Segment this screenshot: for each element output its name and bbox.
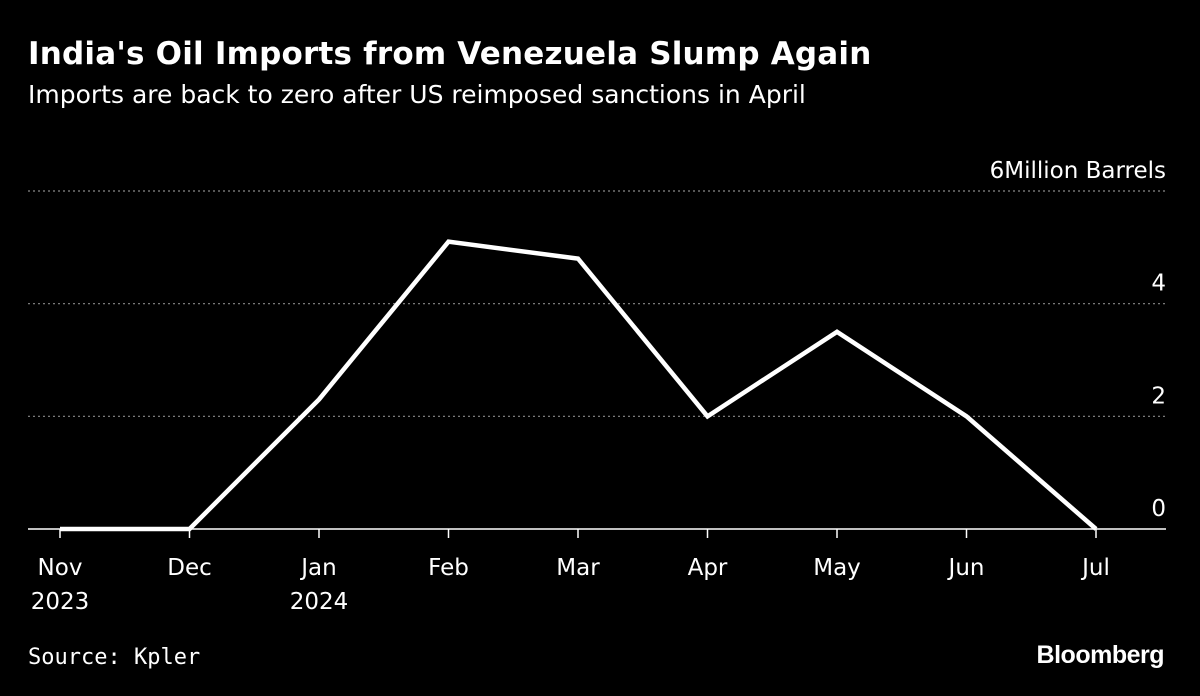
x-tick-year-label: 2024: [290, 589, 349, 615]
series-line-imports: [60, 239, 1098, 532]
chart-title: India's Oil Imports from Venezuela Slump…: [28, 36, 872, 72]
y-tick-label: 2: [1151, 383, 1166, 409]
x-tick-labels: Nov 2023 Dec Jan 2024 Feb Mar Apr May Jun Jul: [31, 555, 1110, 615]
x-tick-label: Jan: [299, 555, 336, 581]
y-tick-label: 0: [1151, 496, 1166, 522]
x-tick-label: Mar: [556, 555, 600, 581]
y-tick-labels: 0 2 4 6Million Barrels: [990, 158, 1166, 522]
x-tick-label: Jun: [947, 555, 985, 581]
chart-subtitle: Imports are back to zero after US reimpo…: [28, 80, 806, 109]
x-tick-label: Feb: [428, 555, 469, 581]
x-tick-label: Nov: [38, 555, 83, 581]
grid-layer: [28, 190, 1166, 417]
bloomberg-logo: Bloomberg: [1036, 641, 1165, 669]
source-note: Source: Kpler: [28, 645, 201, 670]
axis-layer: [28, 528, 1166, 538]
series-layer: [59, 239, 1098, 532]
x-tick-label: May: [813, 555, 861, 581]
y-tick-label: 6Million Barrels: [990, 158, 1166, 184]
y-tick-label: 4: [1151, 271, 1166, 297]
x-tick-year-label: 2023: [31, 589, 90, 615]
x-tick-label: Dec: [167, 555, 212, 581]
x-tick-label: Jul: [1080, 555, 1110, 581]
x-tick-label: Apr: [688, 555, 728, 581]
